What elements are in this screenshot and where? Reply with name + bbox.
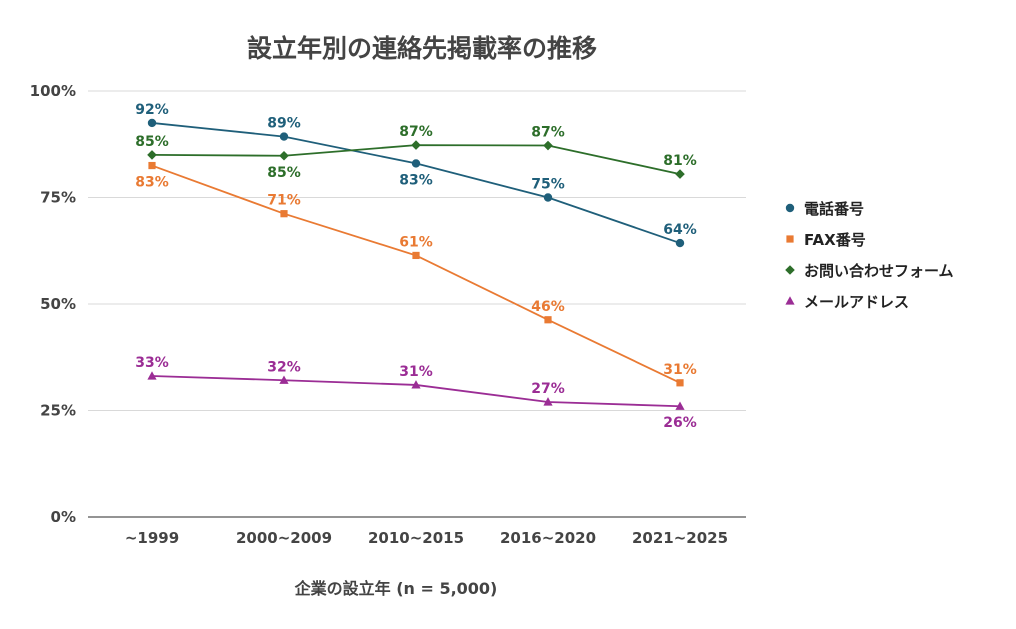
data-label: 31% xyxy=(663,362,697,378)
series-line xyxy=(151,164,681,384)
data-point xyxy=(147,150,157,160)
data-label: 83% xyxy=(399,172,433,188)
data-label: 26% xyxy=(663,415,697,431)
legend-marker xyxy=(785,203,795,213)
legend-item: お問い合わせフォーム xyxy=(785,262,954,280)
data-point xyxy=(543,140,553,151)
series-4 xyxy=(147,371,685,410)
data-label: 83% xyxy=(135,175,169,191)
series-3 xyxy=(147,140,685,179)
legend-label: お問い合わせフォーム xyxy=(804,262,954,280)
y-tick-label: 50% xyxy=(40,295,76,313)
data-point xyxy=(147,118,157,128)
data-point xyxy=(148,161,156,170)
x-tick-label: 2016~2020 xyxy=(500,529,596,547)
data-point xyxy=(543,397,553,406)
data-label: 85% xyxy=(135,134,169,150)
data-point xyxy=(412,251,420,260)
y-tick-label: 0% xyxy=(51,508,76,526)
legend-label: FAX番号 xyxy=(804,231,866,249)
y-tick-label: 25% xyxy=(40,402,76,420)
legend-item: 電話番号 xyxy=(785,200,864,218)
x-tick-label: 2000~2009 xyxy=(236,529,332,547)
data-label: 46% xyxy=(531,299,565,315)
data-point xyxy=(147,371,157,380)
y-tick-label: 75% xyxy=(40,189,76,207)
data-label: 89% xyxy=(267,116,301,132)
data-point xyxy=(543,193,553,202)
data-point xyxy=(675,238,685,248)
x-tick-label: 2021~2025 xyxy=(632,529,728,547)
data-point xyxy=(675,169,685,179)
data-label: 64% xyxy=(663,222,697,238)
legend-label: 電話番号 xyxy=(804,200,864,218)
gridlines xyxy=(88,90,746,411)
chart-title: 設立年別の連絡先掲載率の推移 xyxy=(247,34,597,63)
data-label: 31% xyxy=(399,364,433,380)
series-group xyxy=(147,118,685,410)
data-point xyxy=(279,375,289,384)
data-label: 85% xyxy=(267,165,301,181)
data-label: 75% xyxy=(531,177,565,193)
legend-marker xyxy=(786,235,794,243)
x-tick-label: 2010~2015 xyxy=(368,529,464,547)
x-tick-label: ~1999 xyxy=(125,529,179,547)
data-label: 32% xyxy=(267,359,301,375)
data-point xyxy=(280,210,288,218)
data-label: 92% xyxy=(135,102,169,118)
data-point xyxy=(279,150,289,161)
data-point xyxy=(411,159,421,168)
data-point xyxy=(675,401,685,410)
data-label: 87% xyxy=(399,124,433,140)
data-labels: 92% 89% 83% 75% 64% 83% 71% 61% 46% 31% 85% 85% 87% 8… xyxy=(135,102,697,431)
data-point xyxy=(676,379,684,387)
data-label: 71% xyxy=(267,193,301,209)
data-point xyxy=(544,316,552,324)
data-point xyxy=(411,380,421,389)
legend-marker xyxy=(785,265,795,275)
data-label: 33% xyxy=(135,355,169,371)
data-label: 87% xyxy=(531,125,565,141)
y-tick-label: 100% xyxy=(30,82,76,100)
legend-label: メールアドレス xyxy=(804,293,909,311)
data-point xyxy=(279,132,289,141)
x-axis-title: 企業の設立年 (n = 5,000) xyxy=(294,579,498,598)
data-label: 27% xyxy=(531,381,565,397)
legend-marker xyxy=(785,296,795,305)
axes: 0% 25% 50% 75% 100% ~1999 2000~2009 2010~2015 20… xyxy=(30,82,746,547)
data-label: 61% xyxy=(399,234,433,250)
series-1 xyxy=(147,118,685,248)
legend-item: FAX番号 xyxy=(786,231,866,249)
data-point xyxy=(411,140,421,150)
legend-item: メールアドレス xyxy=(785,293,909,311)
series-2 xyxy=(148,161,684,387)
data-label: 81% xyxy=(663,153,697,169)
